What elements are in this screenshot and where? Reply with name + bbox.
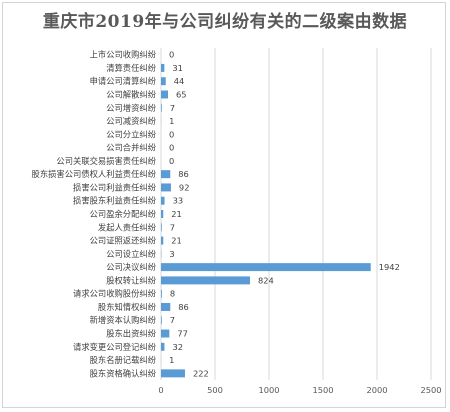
value-label: 44 [174, 76, 185, 86]
value-label: 33 [173, 196, 184, 206]
value-label: 7 [170, 103, 175, 113]
value-label: 0 [169, 129, 174, 139]
value-label: 77 [177, 329, 188, 339]
bar [161, 183, 171, 192]
value-label: 1 [169, 355, 174, 365]
category-label: 公司盈余分配纠纷 [90, 209, 157, 219]
category-label: 发起人责任纠纷 [98, 222, 157, 232]
value-label: 32 [172, 342, 183, 352]
category-label: 股东损害公司债权人利益责任纠纷 [32, 169, 157, 179]
bar [161, 369, 185, 378]
value-label: 222 [193, 368, 209, 378]
bar [161, 63, 165, 72]
category-label: 公司解散纠纷 [106, 89, 156, 99]
bar [161, 329, 170, 338]
category-label: 股东资格确认纠纷 [90, 368, 157, 378]
value-label: 0 [169, 156, 174, 166]
category-label: 清算责任纠纷 [106, 63, 156, 73]
value-label: 86 [178, 169, 189, 179]
bar [161, 196, 165, 205]
bar [161, 263, 371, 272]
category-label: 股权转让纠纷 [106, 275, 156, 285]
value-label: 7 [170, 315, 175, 325]
value-label: 824 [258, 275, 274, 285]
value-label: 7 [170, 222, 175, 232]
bar [161, 302, 171, 311]
category-label: 新增资本认购纠纷 [90, 315, 157, 325]
x-tick-label: 2000 [366, 385, 387, 395]
bar [161, 103, 162, 112]
value-label: 1 [169, 116, 174, 126]
category-label: 损害公司利益责任纠纷 [73, 182, 157, 192]
bar [161, 289, 162, 298]
category-label: 请求变更公司登记纠纷 [73, 342, 157, 352]
bar [161, 223, 162, 232]
bar [161, 77, 166, 86]
category-label: 损害股东利益责任纠纷 [73, 196, 157, 206]
x-tick-label: 500 [207, 385, 223, 395]
category-label: 公司增资纠纷 [106, 103, 156, 113]
value-label: 8 [170, 289, 175, 299]
value-label: 31 [172, 63, 183, 73]
category-label: 公司减资纠纷 [106, 116, 156, 126]
bar [161, 276, 250, 285]
value-label: 0 [169, 143, 174, 153]
chart-frame [2, 2, 446, 408]
category-label: 上市公司收购纠纷 [90, 50, 157, 60]
category-label: 股东出资纠纷 [106, 329, 156, 339]
value-label: 21 [171, 236, 182, 246]
value-label: 0 [169, 50, 174, 60]
chart-title: 重庆市2019年与公司纠纷有关的二级案由数据 [42, 12, 408, 32]
category-label: 公司证照返还纠纷 [90, 236, 157, 246]
bar [161, 210, 164, 218]
value-label: 1942 [379, 262, 400, 272]
value-label: 21 [171, 209, 182, 219]
x-tick-label: 1500 [312, 385, 333, 395]
category-label: 公司设立纠纷 [106, 249, 156, 259]
bar [161, 236, 164, 245]
x-tick-labels: 0 500 1000 1500 2000 2500 [158, 385, 441, 395]
value-label: 92 [179, 182, 190, 192]
category-label: 申请公司清算纠纷 [90, 76, 157, 86]
bar [161, 90, 169, 99]
category-label: 公司合并纠纷 [106, 143, 156, 153]
category-labels: 上市公司收购纠纷清算责任纠纷申请公司清算纠纷公司解散纠纷公司增资纠纷公司减资纠纷… [32, 50, 157, 379]
category-label: 股东知情权纠纷 [98, 302, 157, 312]
bars [161, 63, 371, 378]
value-label: 3 [169, 249, 174, 259]
category-label: 公司决议纠纷 [106, 262, 156, 272]
value-labels: 0314465710008692332172131942824886777321… [169, 50, 400, 379]
x-tick-label: 0 [158, 385, 163, 395]
bar [161, 316, 162, 325]
value-label: 65 [176, 89, 187, 99]
value-label: 86 [178, 302, 189, 312]
category-label: 公司关联交易损害责任纠纷 [56, 156, 156, 166]
category-label: 公司分立纠纷 [106, 129, 156, 139]
bar [161, 342, 165, 351]
category-label: 股东名册记载纠纷 [90, 355, 157, 365]
category-label: 请求公司收购股份纠纷 [73, 289, 157, 299]
x-tick-label: 1000 [258, 385, 279, 395]
gridlines [160, 48, 432, 380]
x-tick-label: 2500 [420, 385, 441, 395]
bar [161, 170, 171, 179]
